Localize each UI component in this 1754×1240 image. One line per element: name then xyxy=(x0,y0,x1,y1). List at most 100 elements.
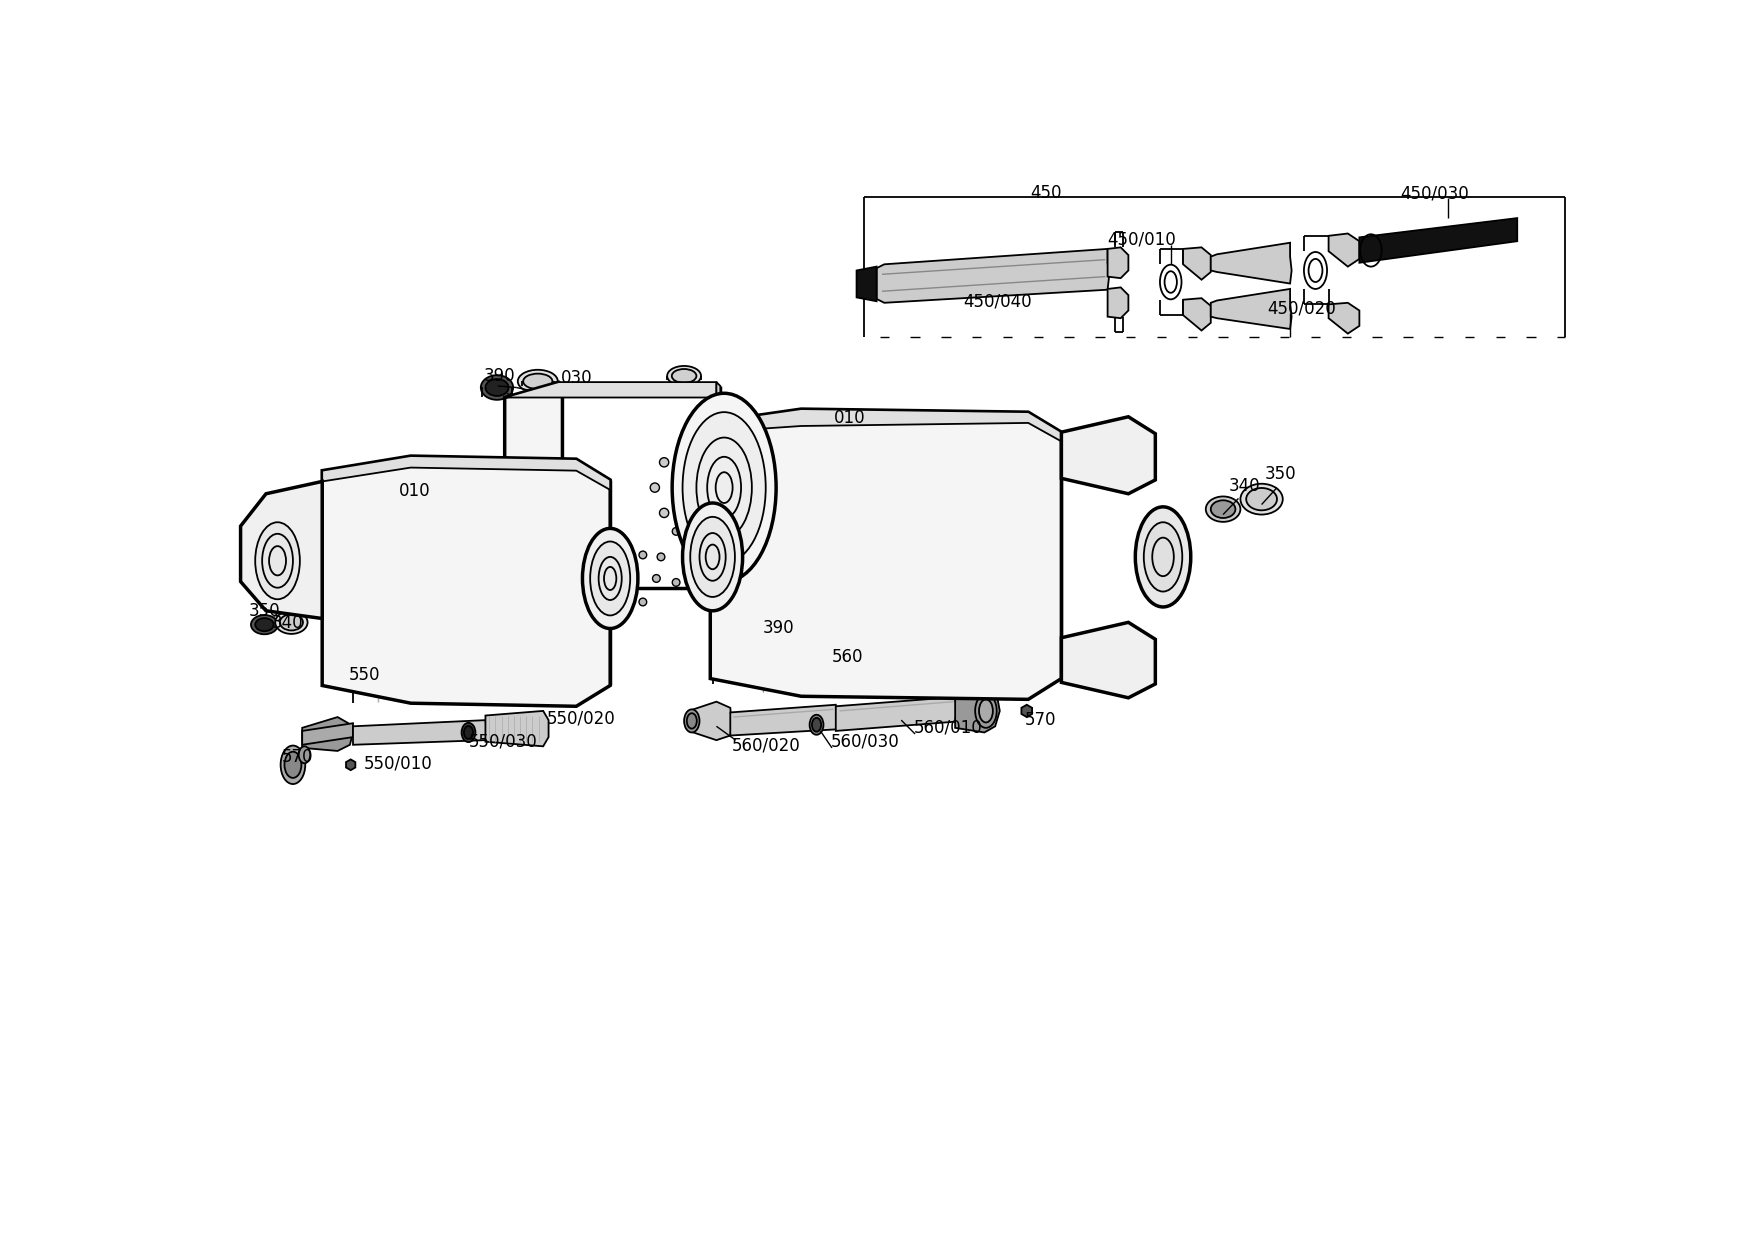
Ellipse shape xyxy=(688,713,696,729)
Text: 390: 390 xyxy=(763,619,795,637)
Ellipse shape xyxy=(486,379,509,396)
Ellipse shape xyxy=(1205,496,1240,522)
Ellipse shape xyxy=(682,412,766,563)
Ellipse shape xyxy=(284,751,302,777)
Circle shape xyxy=(709,517,716,525)
Polygon shape xyxy=(323,456,610,707)
Text: 010: 010 xyxy=(400,482,431,501)
Polygon shape xyxy=(877,249,1109,303)
Polygon shape xyxy=(730,704,837,735)
Polygon shape xyxy=(1021,704,1031,717)
Circle shape xyxy=(607,542,614,549)
Ellipse shape xyxy=(1240,484,1282,515)
Circle shape xyxy=(607,608,614,615)
Ellipse shape xyxy=(463,725,474,739)
Text: 450/030: 450/030 xyxy=(1400,185,1468,202)
Ellipse shape xyxy=(582,528,638,629)
Polygon shape xyxy=(505,382,563,588)
Polygon shape xyxy=(505,382,716,398)
Circle shape xyxy=(672,527,681,536)
Polygon shape xyxy=(1210,243,1291,284)
Text: 340: 340 xyxy=(1228,477,1259,495)
Text: 550/010: 550/010 xyxy=(363,754,433,773)
Polygon shape xyxy=(956,691,1000,733)
Ellipse shape xyxy=(281,614,303,630)
Circle shape xyxy=(638,551,647,559)
Polygon shape xyxy=(1328,233,1359,267)
Polygon shape xyxy=(323,456,610,490)
Ellipse shape xyxy=(275,611,307,634)
Text: 340: 340 xyxy=(272,614,303,632)
Ellipse shape xyxy=(1135,507,1191,606)
Ellipse shape xyxy=(523,373,553,389)
Text: 030: 030 xyxy=(561,370,593,387)
Polygon shape xyxy=(1328,303,1359,334)
Circle shape xyxy=(789,484,798,492)
Circle shape xyxy=(709,589,716,596)
Circle shape xyxy=(759,553,768,560)
Ellipse shape xyxy=(672,370,696,383)
Text: 450/020: 450/020 xyxy=(1266,299,1337,317)
Ellipse shape xyxy=(812,718,821,732)
Polygon shape xyxy=(716,382,721,580)
Ellipse shape xyxy=(667,366,702,386)
Polygon shape xyxy=(1061,417,1156,494)
Ellipse shape xyxy=(979,699,993,723)
Ellipse shape xyxy=(461,723,475,742)
Text: 350: 350 xyxy=(249,601,281,620)
Circle shape xyxy=(560,574,568,583)
Ellipse shape xyxy=(254,522,300,599)
Text: 570: 570 xyxy=(282,748,314,766)
Polygon shape xyxy=(1061,622,1156,698)
Ellipse shape xyxy=(691,517,735,596)
Circle shape xyxy=(574,598,581,606)
Polygon shape xyxy=(856,267,877,301)
Polygon shape xyxy=(302,717,353,751)
Circle shape xyxy=(745,527,752,536)
Circle shape xyxy=(754,527,763,536)
Text: 010: 010 xyxy=(833,409,865,428)
Text: 570: 570 xyxy=(1024,712,1056,729)
Polygon shape xyxy=(302,723,353,745)
Ellipse shape xyxy=(761,629,791,651)
Text: 450/010: 450/010 xyxy=(1107,231,1177,249)
Text: 450/040: 450/040 xyxy=(963,293,1031,310)
Circle shape xyxy=(652,574,660,583)
Ellipse shape xyxy=(281,745,305,784)
Text: 560/020: 560/020 xyxy=(731,737,800,755)
Ellipse shape xyxy=(1144,522,1182,591)
Ellipse shape xyxy=(481,376,514,399)
Circle shape xyxy=(754,439,763,449)
Text: 560/010: 560/010 xyxy=(914,719,982,737)
Ellipse shape xyxy=(684,709,700,733)
Circle shape xyxy=(658,553,665,560)
Polygon shape xyxy=(1107,288,1128,319)
Ellipse shape xyxy=(589,542,630,615)
Circle shape xyxy=(719,533,728,543)
Ellipse shape xyxy=(682,503,742,611)
Text: 550: 550 xyxy=(349,666,381,684)
Text: 560: 560 xyxy=(831,649,863,666)
Circle shape xyxy=(672,579,681,587)
Text: 560/030: 560/030 xyxy=(830,733,900,750)
Ellipse shape xyxy=(254,618,274,631)
Circle shape xyxy=(574,551,581,559)
Ellipse shape xyxy=(517,370,558,393)
Polygon shape xyxy=(1210,289,1291,329)
Text: 350: 350 xyxy=(1265,465,1296,482)
Text: 550/030: 550/030 xyxy=(468,733,537,750)
Text: 390: 390 xyxy=(484,367,516,384)
Ellipse shape xyxy=(672,393,775,582)
Polygon shape xyxy=(1359,218,1517,263)
Circle shape xyxy=(638,598,647,606)
Circle shape xyxy=(684,527,695,536)
Ellipse shape xyxy=(766,632,786,647)
Ellipse shape xyxy=(1245,489,1277,511)
Ellipse shape xyxy=(251,615,277,635)
Polygon shape xyxy=(353,720,488,745)
Circle shape xyxy=(660,508,668,517)
Polygon shape xyxy=(710,409,1061,699)
Polygon shape xyxy=(837,697,956,730)
Circle shape xyxy=(779,508,789,517)
Ellipse shape xyxy=(1210,500,1235,518)
